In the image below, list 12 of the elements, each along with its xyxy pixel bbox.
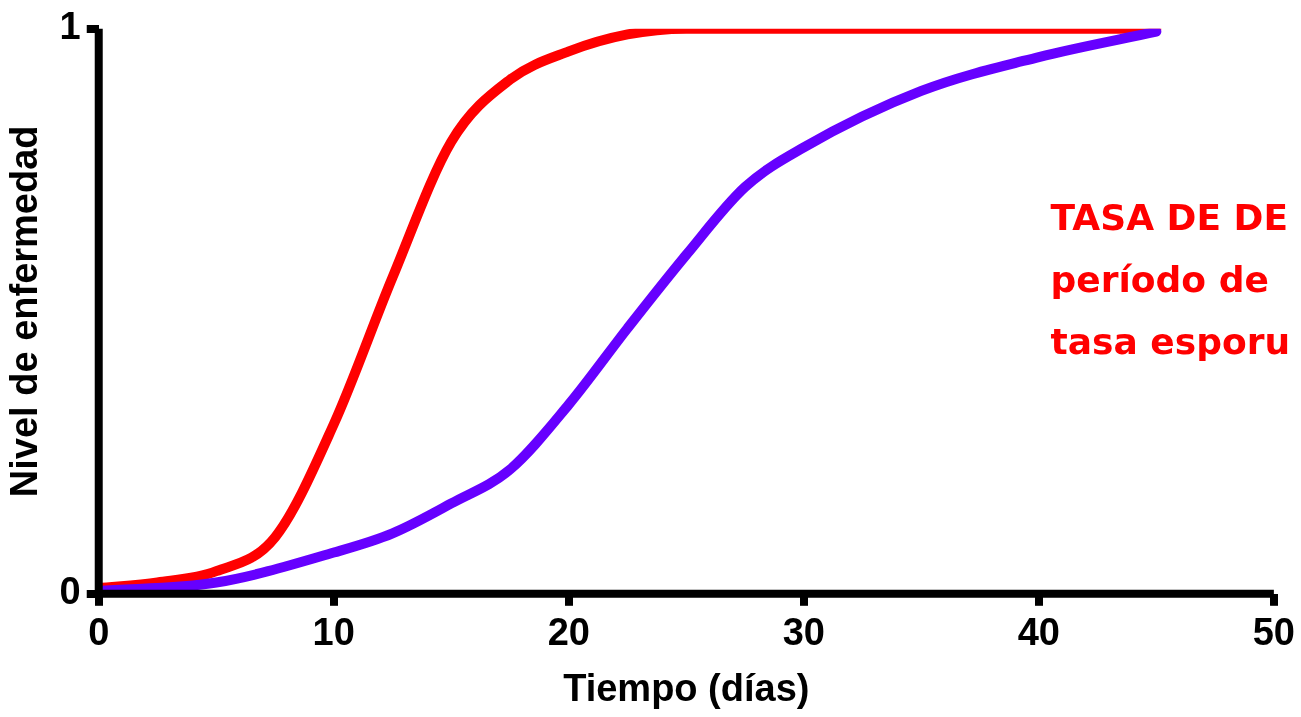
annotation: período de: [1050, 259, 1269, 301]
x-tick-label: 20: [547, 611, 590, 654]
annotation: tasa esporu: [1050, 321, 1291, 363]
x-tick-label: 50: [1252, 611, 1296, 654]
x-tick-label: 30: [782, 611, 825, 654]
x-tick-label: 10: [312, 611, 355, 654]
x-tick-label: 0: [88, 611, 110, 654]
x-axis-title: Tiempo (días): [563, 666, 810, 709]
x-tick-label: 40: [1017, 611, 1060, 654]
annotation: TASA DE DE: [1050, 197, 1289, 239]
y-tick-label: 1: [59, 5, 81, 48]
y-axis-title: Nivel de enfermedad: [3, 125, 46, 498]
